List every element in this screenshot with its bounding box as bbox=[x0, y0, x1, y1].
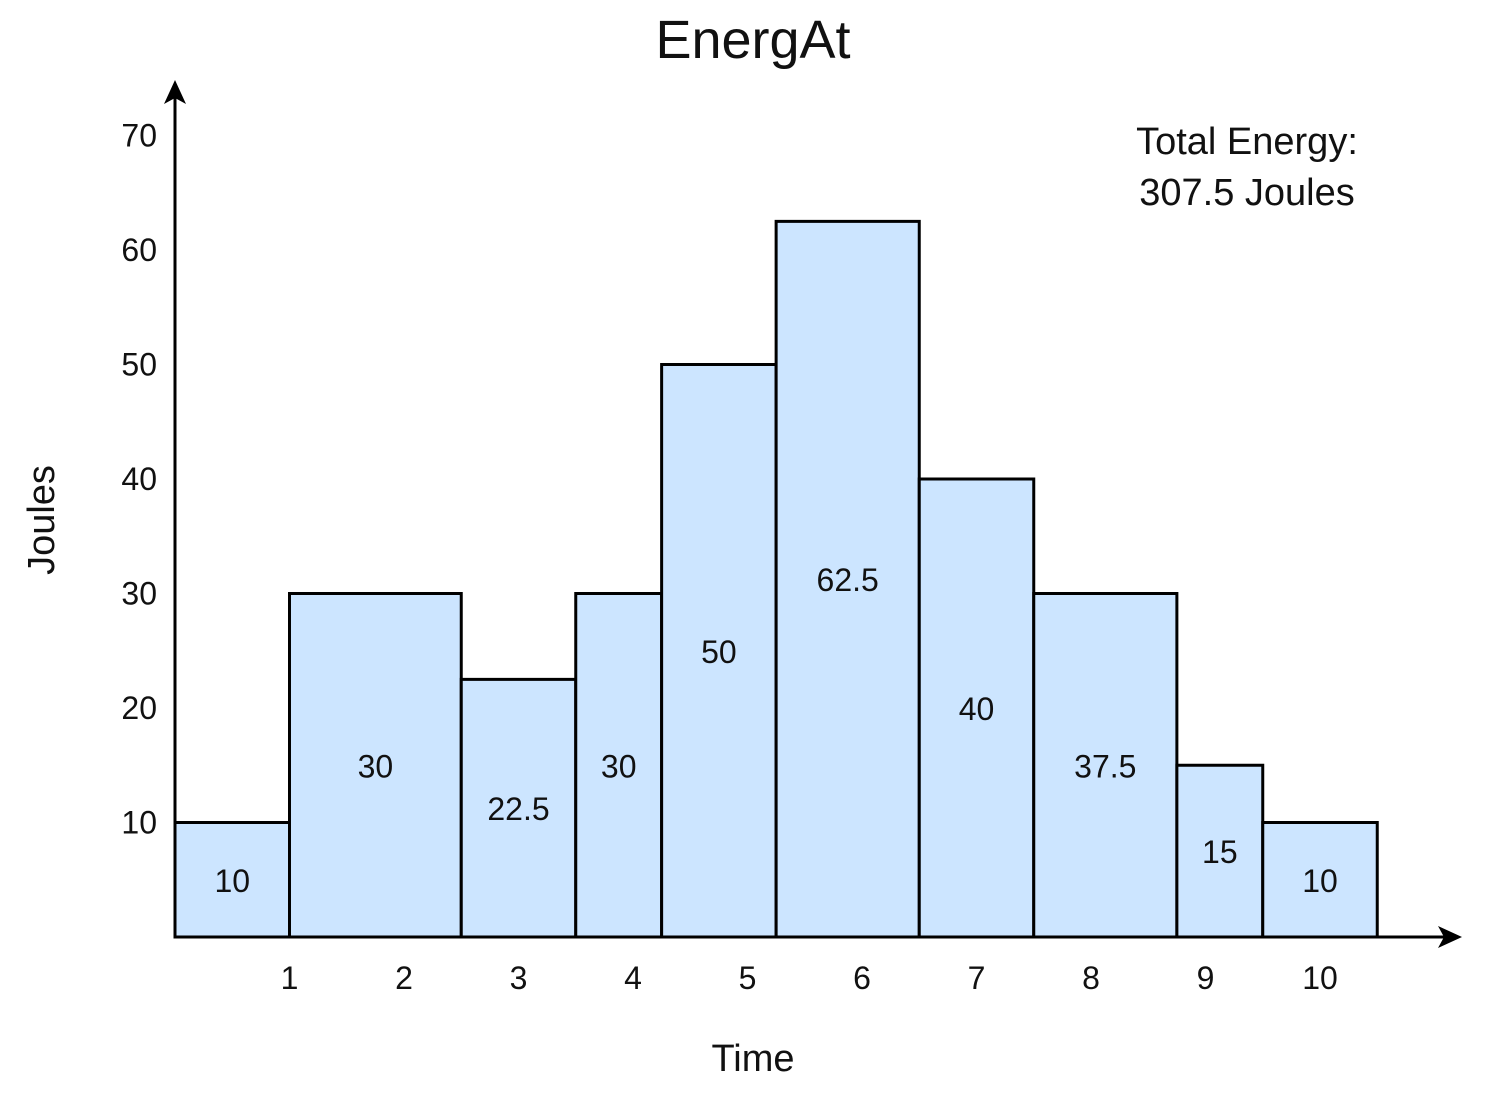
y-axis-arrow bbox=[164, 80, 186, 104]
y-tick-40: 40 bbox=[121, 461, 157, 497]
x-tick-10: 10 bbox=[1302, 960, 1338, 996]
bar-label-7: 40 bbox=[959, 691, 995, 727]
bar-label-4: 30 bbox=[601, 748, 637, 784]
y-tick-70: 70 bbox=[121, 118, 157, 154]
x-tick-3: 3 bbox=[510, 960, 528, 996]
total-energy-value: 307.5 Joules bbox=[1139, 172, 1355, 214]
x-tick-6: 6 bbox=[853, 960, 871, 996]
x-axis-label: Time bbox=[711, 1038, 794, 1080]
bar-2 bbox=[288, 592, 463, 939]
y-tick-labels: 10 20 30 40 50 60 70 bbox=[121, 118, 157, 841]
y-tick-60: 60 bbox=[121, 232, 157, 268]
bar-8 bbox=[1032, 592, 1179, 939]
x-tick-2: 2 bbox=[395, 960, 413, 996]
bars: 10 30 22.5 30 50 62.5 40 37.5 15 10 bbox=[173, 219, 1379, 939]
bar-label-3: 22.5 bbox=[487, 791, 549, 827]
bar-label-6: 62.5 bbox=[817, 562, 879, 598]
bar-10 bbox=[1261, 821, 1379, 939]
y-axis-label: Joules bbox=[21, 465, 63, 575]
bar-label-5: 50 bbox=[701, 634, 737, 670]
bar-6 bbox=[774, 219, 921, 939]
x-tick-4: 4 bbox=[624, 960, 642, 996]
y-tick-20: 20 bbox=[121, 690, 157, 726]
x-axis-arrow bbox=[1438, 926, 1462, 948]
x-tick-5: 5 bbox=[739, 960, 757, 996]
bar-3 bbox=[459, 677, 578, 939]
y-tick-30: 30 bbox=[121, 576, 157, 612]
x-tick-8: 8 bbox=[1082, 960, 1100, 996]
bar-label-8: 37.5 bbox=[1074, 748, 1136, 784]
x-tick-9: 9 bbox=[1197, 960, 1215, 996]
y-tick-10: 10 bbox=[121, 805, 157, 841]
x-tick-1: 1 bbox=[281, 960, 299, 996]
chart-title: EnergAt bbox=[655, 10, 850, 70]
x-tick-7: 7 bbox=[968, 960, 986, 996]
bar-label-10: 10 bbox=[1302, 863, 1338, 899]
bar-label-9: 15 bbox=[1202, 834, 1238, 870]
x-tick-labels: 1 2 3 4 5 6 7 8 9 10 bbox=[281, 960, 1338, 996]
bar-label-2: 30 bbox=[358, 748, 394, 784]
total-energy-label: Total Energy: bbox=[1136, 121, 1358, 163]
y-tick-50: 50 bbox=[121, 347, 157, 383]
bar-label-1: 10 bbox=[214, 863, 250, 899]
